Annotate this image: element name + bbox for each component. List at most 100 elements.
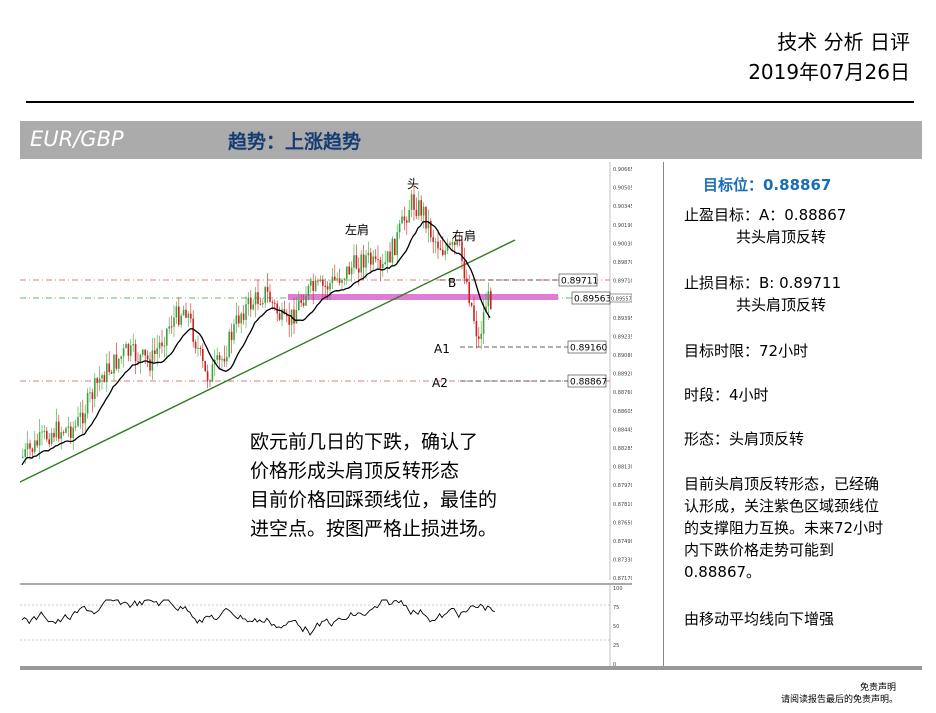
candle-body [350, 267, 353, 275]
candle-body [55, 421, 58, 438]
candle-body [204, 361, 206, 372]
candle-body [250, 297, 252, 310]
candle-body [223, 358, 226, 362]
candle-body [31, 448, 34, 452]
candle-body [257, 292, 259, 304]
candle-body [338, 278, 341, 283]
candle-body [482, 312, 485, 334]
candle-body [322, 279, 324, 286]
candle-body [29, 443, 31, 449]
header-rule [26, 101, 914, 103]
candle-body [228, 331, 230, 357]
candle-body [74, 425, 77, 428]
commentary-line: 进空点。按图严格止损进场。 [250, 518, 498, 540]
candle-body [110, 372, 113, 374]
candle-body [319, 279, 322, 282]
candle-body [396, 232, 398, 256]
candle-body [197, 347, 199, 349]
candle-body [463, 260, 466, 279]
candle-body [226, 356, 228, 362]
candle-body [101, 375, 103, 379]
candle-body [86, 392, 89, 414]
current-price-tag [609, 293, 632, 303]
candle-body [91, 392, 94, 400]
candle-body [154, 350, 156, 354]
candle-body [403, 216, 406, 221]
candle-body [106, 363, 108, 383]
take-profit: 止盈目标：A：0.88867 共头肩顶反转 [684, 204, 846, 248]
candle-body [149, 359, 151, 371]
osc-tick-label: 50 [613, 624, 619, 630]
candle-body [430, 221, 432, 238]
candle-body [425, 206, 427, 229]
candle-body [67, 426, 70, 428]
candle-body [274, 302, 276, 304]
candle-body [84, 413, 86, 424]
candle-body [221, 358, 223, 360]
candle-body [300, 300, 302, 303]
candle-body [70, 426, 72, 439]
target-timeframe: 目标时限：72小时 [684, 342, 809, 360]
osc-tick-label: 100 [613, 586, 623, 592]
target-price: 目标位：0.88867 [703, 176, 832, 194]
price-tick-label: 0.88285 [613, 446, 632, 452]
candle-body [127, 344, 130, 356]
candle-body [293, 309, 295, 324]
commentary-line: 价格形成头肩顶反转形态 [250, 460, 460, 482]
candle-body [209, 380, 211, 382]
candle-body [334, 276, 336, 280]
price-tick-label: 0.90505 [613, 186, 632, 192]
a2-label: A2 [432, 376, 448, 390]
stop-loss: 止损目标：B: 0.89711 共头肩顶反转 [684, 272, 841, 316]
candle-body [348, 266, 350, 275]
candle-body [456, 240, 458, 246]
candle-body [384, 262, 386, 265]
candle-body [408, 209, 410, 223]
price-tick-label: 0.90665 [613, 167, 632, 173]
candle-body [382, 264, 384, 269]
candle-body [156, 348, 158, 354]
candle-body [341, 279, 343, 283]
candle-body [130, 345, 132, 356]
current-price: 0.89557 [611, 297, 632, 303]
price-neck: 0.89563 [574, 295, 611, 305]
candle-body [314, 280, 317, 291]
right-shoulder-label: 右肩 [452, 228, 476, 243]
a1-label: A1 [434, 342, 450, 356]
candle-body [458, 240, 461, 242]
candle-body [178, 306, 180, 325]
candle-body [372, 256, 374, 265]
candle-body [245, 304, 247, 320]
candle-body [175, 306, 178, 318]
candle-body [132, 344, 134, 346]
price-tick-label: 0.90345 [613, 204, 632, 210]
price-tick-label: 0.88920 [613, 372, 632, 378]
description-line: 0.88867。 [684, 563, 762, 581]
description: 目前头肩顶反转形态，已经确 认形成，关注紫色区域颈线位 的支撑阻力互换。未来72… [684, 473, 883, 583]
candle-body [473, 305, 475, 322]
candle-body [199, 347, 202, 349]
disclaimer-title: 免责声明 [859, 683, 896, 693]
candle-body [271, 301, 274, 303]
candle-body [278, 313, 281, 320]
candle-body [418, 200, 420, 217]
candle-body [146, 355, 149, 360]
candle-body [475, 321, 478, 337]
candle-body [218, 355, 221, 360]
candle-body [235, 315, 238, 325]
candle-body [113, 354, 115, 374]
price-tick-label: 0.88130 [613, 465, 632, 471]
candle-body [108, 363, 110, 373]
candle-body [43, 430, 46, 432]
description-line: 认形成，关注紫色区域颈线位 [684, 497, 880, 515]
candle-body [485, 306, 487, 313]
candle-body [170, 326, 173, 328]
candle-body [391, 238, 394, 263]
price-tick-label: 0.90190 [613, 223, 632, 229]
neckline-zone [288, 294, 558, 300]
candle-body [173, 317, 175, 327]
candle-body [82, 412, 84, 424]
trend-label: 趋势：上涨趋势 [228, 131, 362, 153]
candle-body [365, 255, 367, 268]
report-title: 技术 分析 日评 [777, 30, 910, 54]
